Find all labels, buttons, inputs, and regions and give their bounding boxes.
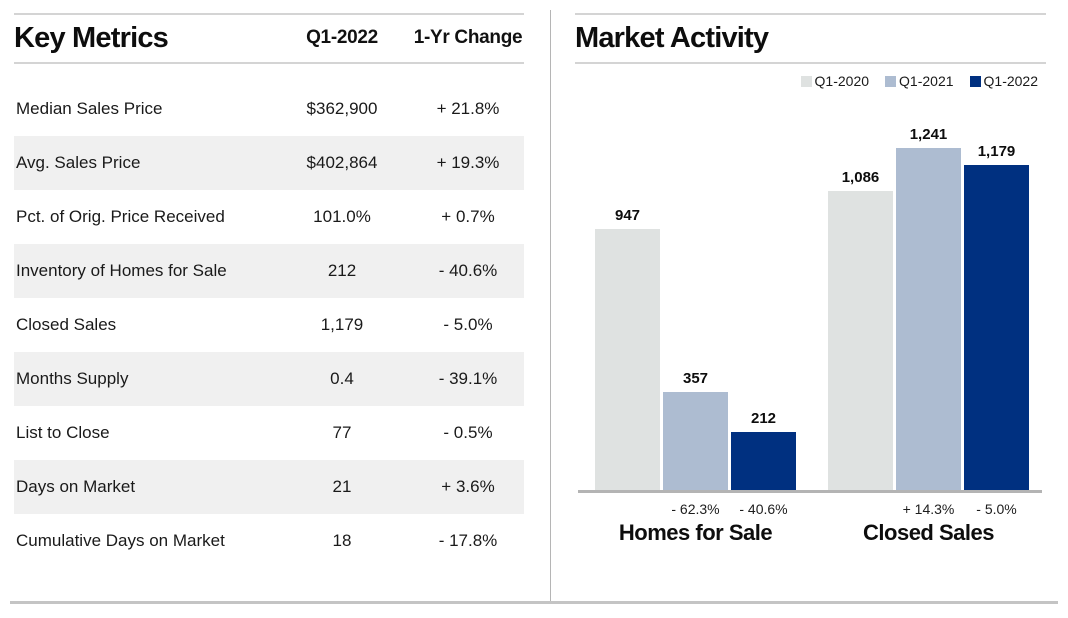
table-row: Cumulative Days on Market 18 - 17.8% [14, 514, 524, 568]
key-metrics-header: Key Metrics Q1-2022 1-Yr Change [14, 15, 524, 61]
metric-value: 77 [332, 423, 352, 442]
bar-wrap: 1,179 [964, 143, 1029, 490]
table-row: Median Sales Price $362,900 + 21.8% [14, 82, 524, 136]
bar-change-label: - 62.3% [671, 501, 720, 517]
metric-label: Median Sales Price [16, 99, 163, 118]
bar-value-label: 1,086 [841, 169, 880, 186]
legend-swatch-icon [885, 75, 897, 87]
table-row: Days on Market 21 + 3.6% [14, 460, 524, 514]
table-row: Avg. Sales Price $402,864 + 19.3% [14, 136, 524, 190]
key-metrics-title: Key Metrics [14, 21, 169, 54]
metric-label: Inventory of Homes for Sale [16, 261, 227, 280]
bar-wrap: 357 [663, 370, 728, 490]
metric-value: 101.0% [313, 207, 371, 226]
legend-label: Q1-2021 [899, 73, 954, 89]
bar-value-label: 212 [750, 410, 777, 427]
legend-label: Q1-2022 [983, 73, 1038, 89]
metric-change: + 3.6% [441, 477, 495, 496]
table-row: Closed Sales 1,179 - 5.0% [14, 298, 524, 352]
page-bottom-rule [10, 601, 1058, 604]
metric-label: Avg. Sales Price [16, 153, 141, 172]
legend-item-q1-2020: Q1-2020 [800, 73, 870, 89]
bar-change-label: - 40.6% [739, 501, 788, 517]
metric-change: - 40.6% [438, 261, 498, 280]
market-activity-header: Market Activity [575, 15, 1046, 61]
metric-value: $402,864 [306, 153, 378, 172]
column-header-q1-2022: Q1-2022 [306, 27, 378, 48]
legend-item-q1-2021: Q1-2021 [885, 73, 954, 89]
change-group-homes-for-sale: - 62.3% - 40.6% [595, 501, 796, 517]
metric-label: Days on Market [16, 477, 136, 496]
metric-change: + 21.8% [436, 99, 500, 118]
bar-value-label: 947 [614, 207, 641, 224]
right-panel-top-rule [575, 13, 1046, 15]
bar-q1-2022 [731, 432, 796, 490]
metric-value: $362,900 [306, 99, 378, 118]
bar-q1-2021 [663, 392, 728, 490]
metric-label: Months Supply [16, 369, 129, 388]
metric-label: Closed Sales [16, 315, 117, 334]
left-panel-top-rule [14, 13, 524, 15]
metric-value: 0.4 [330, 369, 354, 388]
table-row: List to Close 77 - 0.5% [14, 406, 524, 460]
panel-divider [550, 10, 551, 602]
metric-label: Cumulative Days on Market [16, 531, 225, 550]
bar-value-label: 1,179 [977, 143, 1016, 160]
left-panel-header-rule [14, 62, 524, 64]
x-axis-baseline [578, 490, 1042, 493]
key-metrics-table: Median Sales Price $362,900 + 21.8% Avg.… [14, 82, 524, 568]
bar-q1-2022 [964, 165, 1029, 490]
table-row: Inventory of Homes for Sale 212 - 40.6% [14, 244, 524, 298]
bar-change-label: - 5.0% [976, 501, 1017, 517]
legend-item-q1-2022: Q1-2022 [969, 73, 1038, 89]
metric-change: - 0.5% [443, 423, 493, 442]
chart-legend: Q1-2020 Q1-2021 Q1-2022 [575, 73, 1038, 89]
change-group-closed-sales: + 14.3% - 5.0% [828, 501, 1029, 517]
bar-wrap: 1,241 [896, 126, 961, 490]
bar-q1-2020 [828, 191, 893, 490]
metric-change: - 5.0% [443, 315, 493, 334]
metric-label: Pct. of Orig. Price Received [16, 207, 225, 226]
bar-wrap: 212 [731, 410, 796, 490]
column-header-1yr-change: 1-Yr Change [413, 27, 523, 48]
metric-change: + 19.3% [436, 153, 500, 172]
table-row: Pct. of Orig. Price Received 101.0% + 0.… [14, 190, 524, 244]
bar-change-label: + 14.3% [902, 501, 955, 517]
category-labels-row: Homes for Sale Closed Sales [575, 520, 1046, 546]
category-label-closed-sales: Closed Sales [863, 520, 994, 545]
bar-value-label: 1,241 [909, 126, 948, 143]
metric-change: + 0.7% [441, 207, 495, 226]
bar-group-closed-sales: 1,086 1,241 1,179 [828, 126, 1029, 490]
legend-swatch-icon [800, 75, 812, 87]
bar-wrap: 947 [595, 207, 660, 490]
category-label-homes-for-sale: Homes for Sale [618, 520, 773, 545]
legend-swatch-icon [969, 75, 981, 87]
bar-value-label: 357 [682, 370, 709, 387]
grouped-bar-chart: 947 357 212 1,086 1,241 1,179 [575, 126, 1046, 490]
metric-value: 18 [332, 531, 352, 550]
metric-value: 212 [327, 261, 357, 280]
legend-label: Q1-2020 [814, 73, 870, 89]
bar-change-label [828, 501, 893, 517]
right-panel-header-rule [575, 62, 1046, 64]
change-labels-row: - 62.3% - 40.6% + 14.3% - 5.0% [575, 501, 1046, 517]
table-row: Months Supply 0.4 - 39.1% [14, 352, 524, 406]
metric-label: List to Close [16, 423, 110, 442]
bar-group-homes-for-sale: 947 357 212 [595, 207, 796, 490]
metric-value: 21 [332, 477, 352, 496]
metric-change: - 39.1% [438, 369, 498, 388]
bar-q1-2020 [595, 229, 660, 490]
bar-wrap: 1,086 [828, 169, 893, 490]
bar-q1-2021 [896, 148, 961, 490]
market-activity-title: Market Activity [575, 21, 769, 54]
metric-value: 1,179 [320, 315, 364, 334]
metric-change: - 17.8% [438, 531, 498, 550]
bar-change-label [595, 501, 660, 517]
